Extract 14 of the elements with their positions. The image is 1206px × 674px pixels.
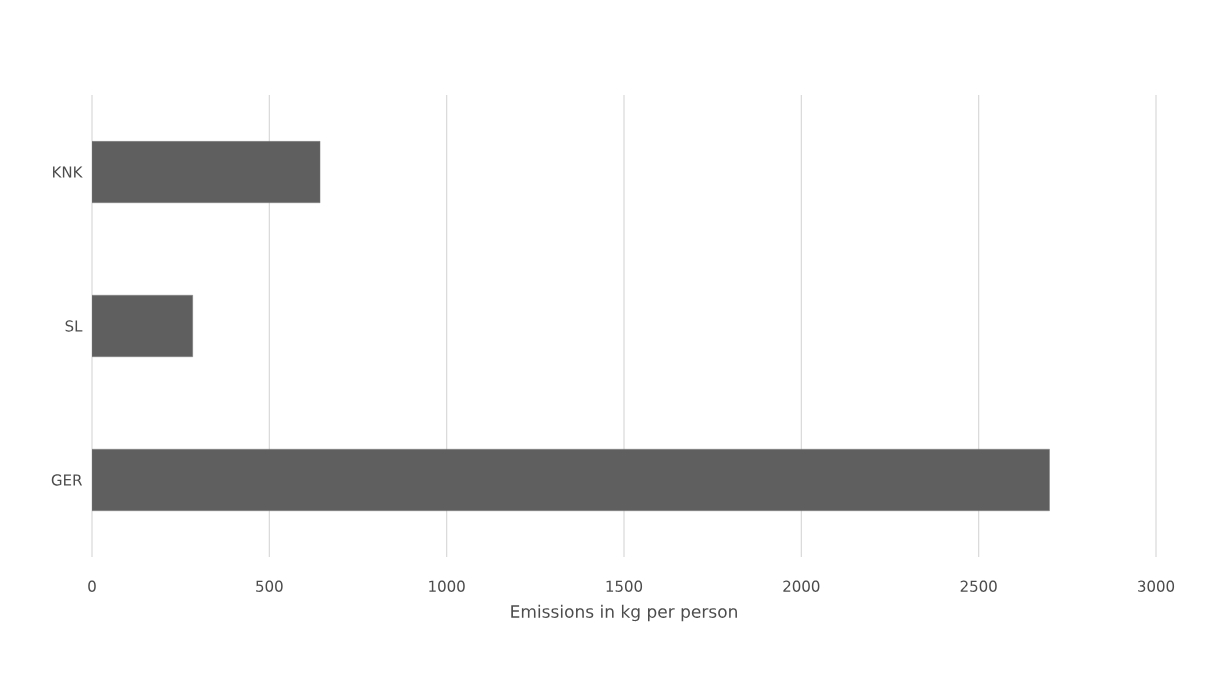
x-tick-label: 2500 bbox=[960, 580, 997, 592]
bar bbox=[92, 141, 321, 203]
x-tick-label: 3000 bbox=[1138, 580, 1175, 592]
x-axis-title: Emissions in kg per person bbox=[511, 604, 737, 622]
x-tick-label: 1500 bbox=[606, 580, 643, 592]
bar bbox=[92, 449, 1050, 511]
y-tick-label: GER bbox=[51, 474, 83, 486]
x-tick-label: 2000 bbox=[783, 580, 820, 592]
y-tick-label: KNK bbox=[53, 166, 83, 178]
bar bbox=[92, 295, 193, 357]
y-tick-label: SL bbox=[65, 320, 83, 332]
x-tick-label: 500 bbox=[256, 580, 283, 592]
x-tick-label: 0 bbox=[88, 580, 96, 592]
x-tick-label: 1000 bbox=[429, 580, 465, 592]
